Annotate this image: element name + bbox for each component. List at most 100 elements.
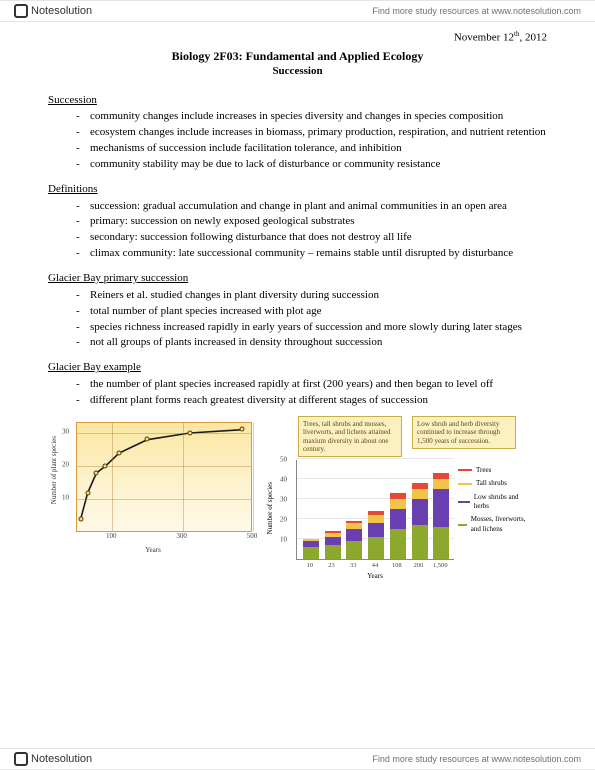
legend-label: Trees	[476, 466, 491, 475]
legend-swatch-icon	[458, 483, 472, 485]
bar-segment	[433, 489, 449, 527]
note-item: the number of plant species increased ra…	[76, 377, 547, 392]
bar-segment	[303, 547, 319, 559]
bar-segment	[433, 527, 449, 559]
bar-chart-xtick: 200	[414, 562, 424, 571]
section-heading: Succession	[48, 93, 547, 108]
brand-logo-icon	[14, 752, 28, 766]
legend-item: Low shrubs and herbs	[458, 493, 526, 512]
note-item: ecosystem changes include increases in b…	[76, 125, 547, 140]
legend-swatch-icon	[458, 469, 472, 471]
header-link-text: Find more study resources at www.notesol…	[372, 6, 581, 16]
bar-chart-ytick: 30	[280, 495, 287, 504]
legend-label: Low shrubs and herbs	[474, 493, 526, 512]
bar-segment	[325, 537, 341, 545]
chart-callout: Trees, tall shrubs and mosses, liverwort…	[298, 416, 402, 458]
line-chart-svg	[77, 423, 253, 533]
line-chart-marker	[78, 517, 83, 522]
note-item: succession: gradual accumulation and cha…	[76, 199, 547, 214]
legend-label: Tall shrubs	[476, 479, 507, 488]
section-list: the number of plant species increased ra…	[48, 377, 547, 408]
note-item: mechanisms of succession include facilit…	[76, 141, 547, 156]
note-item: secondary: succession following disturba…	[76, 230, 547, 245]
bar-segment	[346, 529, 362, 541]
note-item: total number of plant species increased …	[76, 304, 547, 319]
bar-segment	[368, 537, 384, 559]
bar-column	[303, 539, 319, 559]
sections-container: Successioncommunity changes include incr…	[48, 93, 547, 408]
brand: Notesolution	[14, 4, 92, 18]
bar-column	[346, 521, 362, 559]
note-item: different plant forms reach greatest div…	[76, 393, 547, 408]
note-item: community changes include increases in s…	[76, 109, 547, 124]
brand-name: Notesolution	[31, 5, 92, 17]
bar-chart-ylabel: Number of species	[266, 482, 275, 534]
bar-segment	[346, 541, 362, 559]
line-chart-marker	[103, 464, 108, 469]
section-list: succession: gradual accumulation and cha…	[48, 199, 547, 261]
bar-chart-legend: Trees Tall shrubs Low shrubs and herbs Moss…	[458, 466, 526, 539]
bar-segment	[412, 499, 428, 525]
bar-chart-xtick: 108	[392, 562, 402, 571]
brand-name-bottom: Notesolution	[31, 753, 92, 765]
bar-segment	[325, 531, 341, 533]
line-chart-xtick: 500	[247, 532, 258, 541]
bar-segment	[325, 545, 341, 559]
bar-segment	[390, 499, 406, 509]
bar-segment	[412, 483, 428, 489]
bar-chart-xtick: 44	[372, 562, 379, 571]
bar-segment	[433, 479, 449, 489]
document-subtitle: Succession	[48, 64, 547, 79]
charts-row: Number of plant species Years 1003005001…	[48, 416, 547, 586]
bar-segment	[368, 511, 384, 515]
chart-callout: Low shrub and herb diversity continued t…	[412, 416, 516, 449]
section-heading: Glacier Bay example	[48, 360, 547, 375]
line-chart-ytick: 30	[62, 427, 69, 436]
note-item: not all groups of plants increased in de…	[76, 335, 547, 350]
line-chart-marker	[117, 450, 122, 455]
bar-column	[368, 511, 384, 559]
bar-segment	[368, 515, 384, 523]
bar-column	[412, 483, 428, 559]
line-chart-marker	[240, 427, 245, 432]
bottom-brand-bar: Notesolution Find more study resources a…	[0, 748, 595, 770]
bar-chart-ytick: 20	[280, 515, 287, 524]
bar-segment	[368, 523, 384, 537]
footer-link-text: Find more study resources at www.notesol…	[372, 754, 581, 764]
bar-chart-xtick: 1,500	[433, 562, 448, 571]
bar-segment	[412, 489, 428, 499]
legend-label: Mosses, liverworts, and lichens	[471, 515, 526, 534]
document-page: November 12th, 2012 Biology 2F03: Fundam…	[48, 30, 547, 586]
bar-segment	[325, 533, 341, 537]
line-chart-ytick: 20	[62, 460, 69, 469]
bar-column	[433, 473, 449, 559]
bar-chart-xtick: 23	[328, 562, 335, 571]
section-list: community changes include increases in s…	[48, 109, 547, 171]
line-chart-plot-area	[76, 422, 252, 532]
line-chart-marker	[94, 470, 99, 475]
bar-chart-xtick: 33	[350, 562, 357, 571]
line-chart: Number of plant species Years 1003005001…	[48, 416, 258, 556]
bar-segment	[412, 525, 428, 559]
note-item: species richness increased rapidly in ea…	[76, 320, 547, 335]
bar-chart-ytick: 10	[280, 535, 287, 544]
bar-segment	[390, 529, 406, 559]
legend-item: Mosses, liverworts, and lichens	[458, 515, 526, 534]
bar-column	[390, 493, 406, 559]
line-chart-ylabel: Number of plant species	[50, 436, 59, 504]
legend-swatch-icon	[458, 501, 470, 503]
brand-bottom: Notesolution	[14, 752, 92, 766]
document-title: Biology 2F03: Fundamental and Applied Ec…	[48, 48, 547, 64]
line-chart-xtick: 100	[106, 532, 117, 541]
legend-swatch-icon	[458, 524, 467, 526]
bar-segment	[390, 493, 406, 499]
line-chart-marker	[187, 430, 192, 435]
legend-item: Tall shrubs	[458, 479, 526, 488]
line-chart-xlabel: Years	[48, 546, 258, 555]
bar-segment	[346, 523, 362, 529]
legend-item: Trees	[458, 466, 526, 475]
section-list: Reiners et al. studied changes in plant …	[48, 288, 547, 350]
line-chart-marker	[85, 490, 90, 495]
bar-segment	[303, 541, 319, 547]
bar-chart-plot-area	[296, 460, 454, 560]
